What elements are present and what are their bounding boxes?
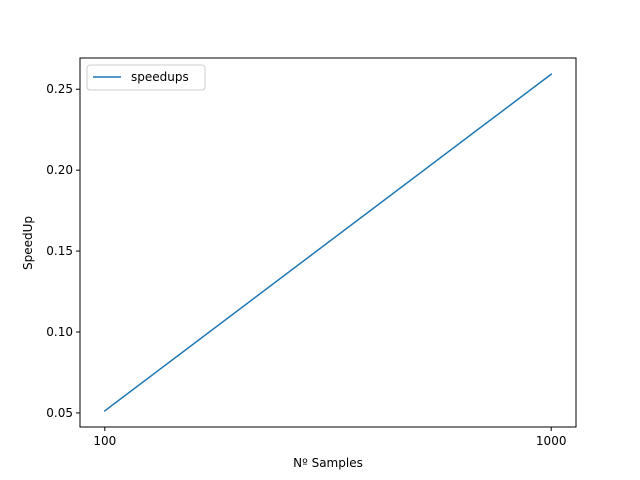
- axes-frame: [79, 57, 577, 428]
- x-tick-label: 1000: [536, 434, 567, 448]
- x-axis-label: Nº Samples: [293, 456, 363, 470]
- series-line-speedups: [103, 73, 553, 412]
- x-axis-ticks: 100 1000: [93, 427, 566, 448]
- y-axis-label: SpeedUp: [21, 216, 35, 270]
- plot-area: [79, 57, 577, 428]
- y-tick-label: 0.25: [46, 82, 73, 96]
- y-tick-label: 0.05: [46, 406, 73, 420]
- legend-label-speedups: speedups: [131, 70, 189, 84]
- legend: speedups: [86, 64, 206, 91]
- legend-box: [86, 64, 206, 91]
- y-tick-label: 0.20: [46, 163, 73, 177]
- y-axis-ticks: 0.05 0.10 0.15 0.20 0.25: [46, 82, 80, 420]
- x-tick-label: 100: [93, 434, 116, 448]
- y-tick-label: 0.10: [46, 325, 73, 339]
- series-layer: [103, 73, 553, 412]
- y-tick-label: 0.15: [46, 244, 73, 258]
